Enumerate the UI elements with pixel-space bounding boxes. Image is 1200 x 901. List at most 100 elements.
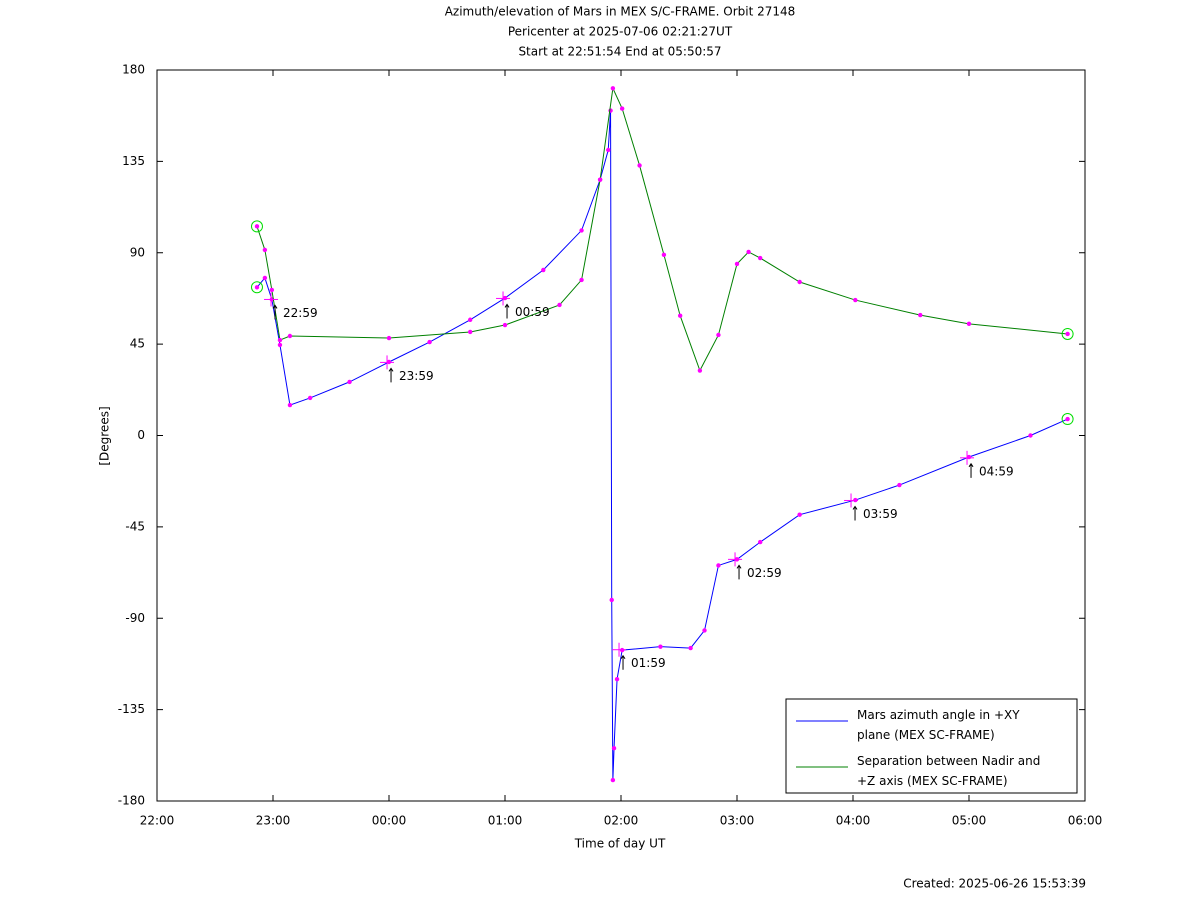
point-marker — [307, 395, 313, 401]
point-marker — [502, 322, 508, 328]
point-marker — [966, 321, 972, 327]
point-marker — [468, 317, 473, 322]
point-marker — [557, 302, 562, 308]
x-tick-label: 00:00 — [372, 814, 407, 828]
point-marker — [1065, 331, 1070, 337]
annotation-label: 01:59 — [631, 656, 666, 670]
legend — [785, 698, 1078, 794]
point-marker — [897, 482, 902, 488]
point-marker — [262, 247, 268, 253]
endpoint-marker — [250, 220, 263, 233]
annotation-label: 02:59 — [747, 566, 782, 580]
point-marker — [287, 333, 293, 339]
x-tick-label: 05:00 — [952, 814, 987, 828]
point-marker — [758, 539, 763, 545]
y-tick-label: 135 — [122, 154, 145, 168]
point-marker — [918, 312, 923, 318]
annotation-arrow — [968, 462, 974, 478]
y-axis-label: [Degrees] — [98, 406, 112, 465]
point-marker — [269, 287, 275, 293]
point-marker — [614, 676, 620, 682]
point-marker — [697, 368, 703, 373]
point-marker — [734, 261, 740, 267]
y-tick-label: 90 — [130, 245, 145, 259]
point-marker — [287, 402, 293, 408]
point-marker — [716, 563, 721, 568]
chart-subtitle: Start at 22:51:54 End at 05:50:57 — [518, 45, 721, 59]
y-tick-label: -135 — [118, 702, 145, 716]
annotation-arrow — [736, 564, 742, 580]
point-marker — [658, 644, 663, 649]
point-marker — [702, 628, 707, 633]
point-marker — [386, 335, 392, 341]
plot-frame — [156, 69, 1086, 802]
endpoint-marker — [1061, 327, 1074, 340]
annotation-label: 04:59 — [979, 464, 1014, 478]
y-tick-label: 0 — [137, 428, 145, 442]
y-tick-label: 180 — [122, 63, 145, 77]
series-line — [256, 110, 1068, 781]
annotation-arrow — [272, 304, 278, 320]
point-marker — [541, 267, 546, 273]
legend-label: Mars azimuth angle in +XY plane (MEX SC-F… — [857, 708, 1020, 742]
point-marker — [608, 108, 613, 113]
point-marker — [661, 252, 667, 257]
x-tick-label: 23:00 — [256, 814, 291, 828]
point-marker — [427, 339, 432, 345]
point-marker — [853, 297, 858, 303]
chart-subtitle: Pericenter at 2025-07-06 02:21:27UT — [508, 25, 733, 39]
footer: Created: 2025-06-26 15:53:39 — [903, 877, 1086, 891]
point-marker — [688, 645, 693, 651]
point-marker — [758, 255, 763, 261]
annotation-label: 23:59 — [399, 369, 434, 383]
point-marker — [262, 275, 268, 281]
point-marker — [797, 279, 802, 285]
x-tick-label: 04:00 — [836, 814, 871, 828]
point-marker — [677, 313, 683, 318]
point-marker — [579, 277, 584, 283]
point-marker — [254, 224, 260, 229]
x-tick-label: 22:00 — [140, 814, 175, 828]
point-marker — [637, 163, 642, 168]
annotation-arrow — [852, 505, 858, 521]
point-marker — [347, 379, 352, 385]
point-marker — [619, 106, 625, 111]
point-marker — [277, 337, 283, 343]
annotation-arrow — [388, 367, 394, 383]
x-axis-label: Time of day UT — [574, 837, 666, 851]
point-marker — [797, 512, 802, 517]
y-tick-label: -180 — [118, 794, 145, 808]
annotation-label: 00:59 — [515, 305, 550, 319]
point-marker — [746, 249, 751, 255]
point-marker — [609, 597, 614, 603]
point-marker — [1028, 433, 1033, 438]
point-marker — [606, 147, 611, 153]
point-marker — [579, 228, 584, 233]
y-tick-label: 45 — [130, 337, 145, 351]
point-marker — [716, 332, 721, 338]
point-marker — [1065, 416, 1070, 422]
annotation-arrow — [504, 303, 510, 319]
x-tick-label: 01:00 — [488, 814, 523, 828]
endpoint-marker — [1061, 413, 1074, 426]
point-marker — [610, 86, 616, 91]
x-tick-label: 03:00 — [720, 814, 755, 828]
chart-title: Azimuth/elevation of Mars in MEX S/C-FRA… — [445, 5, 796, 19]
series-line — [256, 86, 1068, 372]
annotation-arrow — [620, 654, 626, 670]
annotation-label: 22:59 — [283, 306, 318, 320]
point-marker — [611, 746, 617, 751]
point-marker — [468, 329, 473, 335]
y-tick-label: -45 — [125, 519, 145, 533]
annotation-label: 03:59 — [863, 507, 898, 521]
point-marker — [610, 777, 616, 783]
x-tick-label: 02:00 — [604, 814, 639, 828]
point-marker — [597, 177, 603, 182]
endpoint-marker — [250, 281, 263, 294]
x-tick-label: 06:00 — [1068, 814, 1103, 828]
legend-label: Separation between Nadir and +Z axis (MEX… — [857, 754, 1040, 788]
point-marker — [254, 285, 260, 290]
point-marker — [277, 342, 283, 348]
